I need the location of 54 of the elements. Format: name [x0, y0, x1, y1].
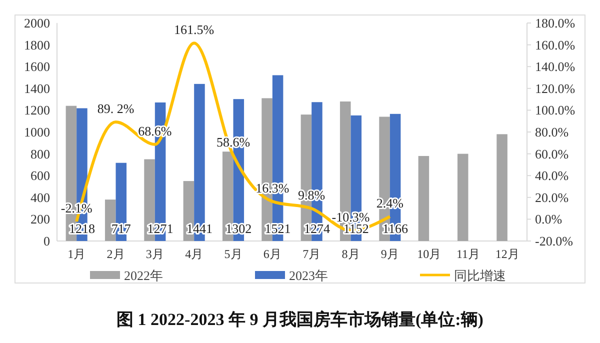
y-tick-label: 1600	[24, 59, 50, 74]
text: 图 1 2022-2023 年 9 月我国房车市场销量(单位:辆)	[116, 310, 484, 329]
data-label: 2.4%	[376, 196, 404, 211]
y2-tick-label: 100.0%	[535, 102, 576, 118]
legend-label: 同比增速	[454, 268, 506, 283]
y2-tick-label: -20.0%	[535, 234, 574, 248]
y-tick-label: 400	[30, 190, 50, 205]
y2-tick-label: 40.0%	[535, 168, 569, 184]
bar	[496, 134, 508, 241]
x-tick-label: 8月	[342, 247, 360, 261]
y-tick-label: 1800	[24, 37, 50, 52]
y2-tick-label: 180.0%	[535, 16, 576, 30]
y2-tick-label: 140.0%	[535, 59, 576, 74]
y-tick-label: 800	[30, 146, 50, 162]
data-label: 1441	[186, 221, 212, 236]
x-tick-label: 7月	[302, 247, 321, 261]
y-tick-label: 600	[30, 168, 50, 184]
data-label: 16.3%	[256, 180, 290, 196]
y-tick-label: 1200	[24, 102, 50, 118]
x-tick-label: 1月	[68, 247, 86, 261]
data-label: 9.8%	[298, 188, 326, 203]
y2-tick-label: 60.0%	[535, 146, 569, 162]
x-tick-label: 4月	[185, 247, 204, 261]
x-tick-label: 2月	[106, 247, 125, 261]
data-label: -2.1%	[60, 200, 92, 216]
y-tick-label: 2000	[24, 16, 50, 30]
bar	[457, 154, 468, 241]
x-tick-label: 6月	[263, 247, 282, 261]
legend-label: 2023年	[289, 268, 328, 283]
y2-tick-label: 120.0%	[535, 80, 576, 96]
x-tick-label: 11月	[456, 247, 480, 261]
y-tick-label: 1400	[24, 80, 50, 96]
y2-tick-label: 80.0%	[535, 124, 569, 140]
y2-tick-label: 0.0%	[535, 212, 562, 227]
bar	[418, 156, 430, 241]
data-label: 1166	[382, 221, 409, 236]
y2-tick-label: 20.0%	[535, 190, 569, 205]
data-label: 1302	[226, 221, 252, 236]
data-label: 1271	[147, 221, 174, 236]
y-tick-label: 0	[44, 234, 50, 248]
y-tick-label: 1000	[24, 124, 50, 140]
data-label: 1218	[68, 221, 95, 236]
x-tick-label: 3月	[146, 247, 164, 261]
x-tick-label: 12月	[495, 247, 520, 261]
y-tick-label: 200	[30, 212, 50, 227]
data-label: 161.5%	[174, 22, 214, 38]
data-label: 1521	[264, 221, 291, 236]
x-tick-label: 10月	[417, 247, 442, 261]
data-label: 89. 2%	[97, 100, 134, 116]
legend-label: 2022年	[124, 268, 163, 283]
x-tick-label: 9月	[380, 247, 399, 261]
y2-tick-label: 160.0%	[535, 37, 576, 52]
x-tick-label: 5月	[224, 247, 242, 261]
data-label: 1274	[304, 221, 330, 236]
